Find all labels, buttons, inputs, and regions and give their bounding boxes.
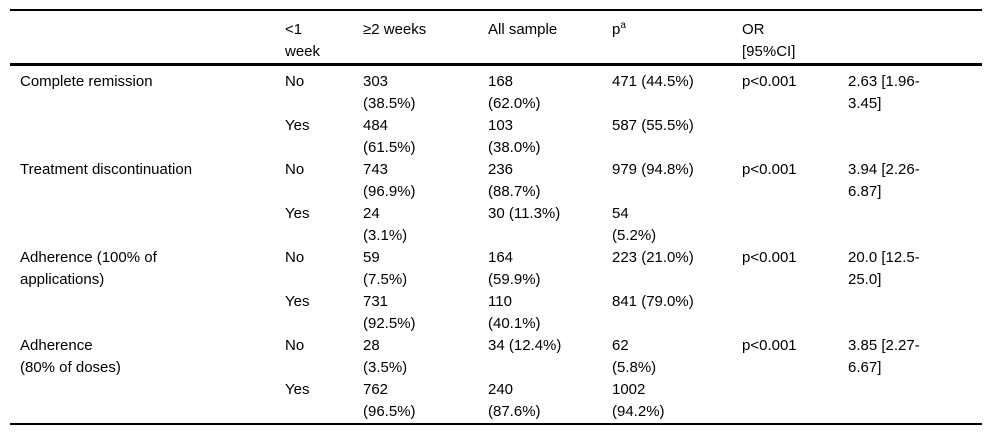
count-cell: 236 (88.7%) [488,161,541,200]
response-cell: Yes [285,205,310,222]
header-cell-all-sample: All sample [488,21,558,38]
table-row: Yes 24 (3.1%) 30 (11.3%) 54 (5.2%) [10,203,982,247]
response-cell: Yes [285,293,310,310]
count-cell: 28 (3.5%) [363,337,408,376]
table-row: Complete remission No 303 (38.5%) 168 (6… [10,71,982,115]
count-cell: 979 (94.8%) [612,161,694,178]
p-value-cell: p<0.001 [742,73,797,90]
or-ci-cell: 3.94 [2.26- 6.87] [848,161,920,200]
response-cell: No [285,161,305,178]
results-table: <1 week ≥2 weeks All sample pa OR [95%CI… [10,9,982,425]
table-row: Yes 484 (61.5%) 103 (38.0%) 587 (55.5%) [10,115,982,159]
outcome-label: Treatment discontinuation [20,161,193,178]
header-cell-lt1week: <1 week [285,21,321,60]
response-cell: No [285,73,305,90]
outcome-label: Adherence (80% of doses) [20,337,121,376]
count-cell: 484 (61.5%) [363,117,416,156]
header-cell-gte2weeks: ≥2 weeks [363,21,427,38]
table-row: Treatment discontinuation No 743 (96.9%)… [10,159,982,203]
p-value-cell: p<0.001 [742,249,797,266]
count-cell: 62 (5.8%) [612,337,657,376]
p-superscript: a [620,20,626,31]
response-cell: No [285,249,305,266]
outcome-label: Adherence (100% of applications) [20,249,157,288]
count-cell: 240 (87.6%) [488,381,541,420]
table-header-row: <1 week ≥2 weeks All sample pa OR [95%CI… [10,11,982,66]
or-ci-cell: 2.63 [1.96- 3.45] [848,73,920,112]
or-ci-cell: 3.85 [2.27- 6.67] [848,337,920,376]
count-cell: 30 (11.3%) [488,205,561,222]
count-cell: 110 (40.1%) [488,293,541,332]
count-cell: 34 (12.4%) [488,337,562,354]
header-cell-or-ci: OR [95%CI] [742,21,796,60]
response-cell: No [285,337,305,354]
count-cell: 59 (7.5%) [363,249,408,288]
count-cell: 743 (96.9%) [363,161,416,200]
table-row: Adherence (80% of doses) No 28 (3.5%) 34… [10,335,982,379]
p-value-cell: p<0.001 [742,161,797,178]
count-cell: 24 (3.1%) [363,205,408,244]
p-value-cell: p<0.001 [742,337,797,354]
response-cell: Yes [285,381,310,398]
count-cell: 168 (62.0%) [488,73,541,112]
p-label: p [612,21,621,38]
count-cell: 762 (96.5%) [363,381,416,420]
count-cell: 223 (21.0%) [612,249,694,266]
outcome-label: Complete remission [20,73,153,90]
count-cell: 164 (59.9%) [488,249,541,288]
count-cell: 1002 (94.2%) [612,381,665,420]
count-cell: 841 (79.0%) [612,293,694,310]
count-cell: 731 (92.5%) [363,293,416,332]
table-row: Yes 731 (92.5%) 110 (40.1%) 841 (79.0%) [10,291,982,335]
count-cell: 471 (44.5%) [612,73,694,90]
count-cell: 587 (55.5%) [612,117,694,134]
table-body: Complete remission No 303 (38.5%) 168 (6… [10,66,982,423]
count-cell: 303 (38.5%) [363,73,416,112]
count-cell: 103 (38.0%) [488,117,541,156]
or-ci-cell: 20.0 [12.5- 25.0] [848,249,920,288]
table-row: Adherence (100% of applications) No 59 (… [10,247,982,291]
response-cell: Yes [285,117,310,134]
count-cell: 54 (5.2%) [612,205,657,244]
table-row: Yes 762 (96.5%) 240 (87.6%) 1002 (94.2%) [10,379,982,423]
header-cell-p: pa [612,19,742,41]
